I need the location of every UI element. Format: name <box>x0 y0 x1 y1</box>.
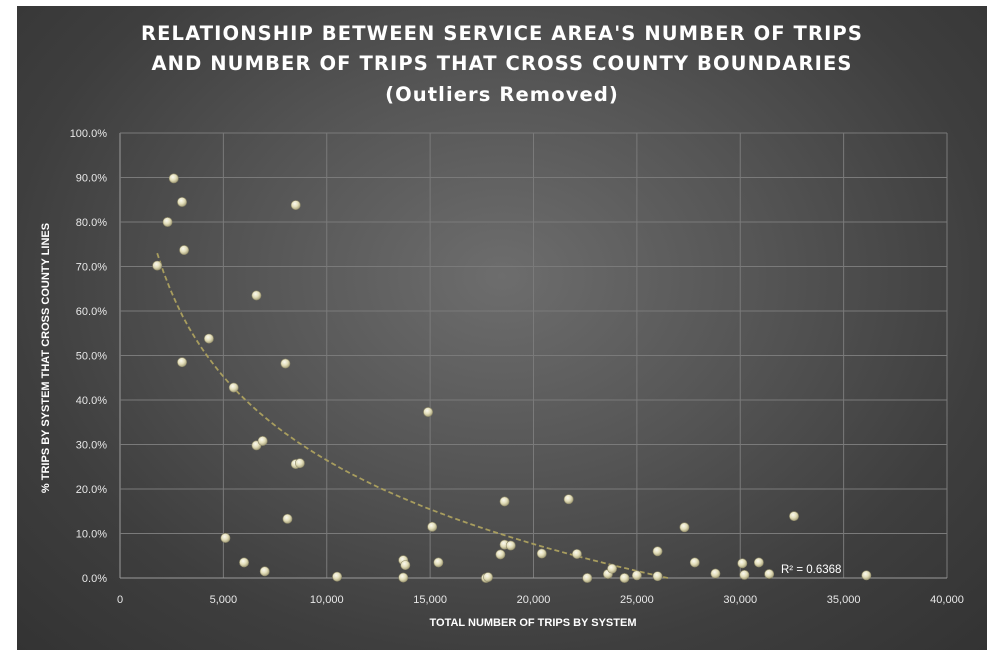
scatter-chart: RELATIONSHIP BETWEEN SERVICE AREA'S NUMB… <box>40 22 964 629</box>
data-point <box>679 522 690 533</box>
data-point <box>861 570 872 581</box>
data-point <box>495 549 506 560</box>
y-tick-label: 50.0% <box>76 351 107 363</box>
x-tick-label: 15,000 <box>413 594 447 606</box>
x-tick-label: 0 <box>117 594 123 606</box>
y-tick-label: 20.0% <box>76 484 107 496</box>
data-point <box>332 571 342 582</box>
y-tick-label: 70.0% <box>76 262 107 274</box>
data-point <box>177 357 187 368</box>
data-point <box>220 533 231 543</box>
y-axis-title: % TRIPS BY SYSTEM THAT CROSS COUNTY LINE… <box>40 223 52 493</box>
chart-subtitle: (Outliers Removed) <box>385 83 619 106</box>
y-tick-label: 0.0% <box>82 573 107 585</box>
data-point <box>483 572 493 583</box>
data-point <box>563 494 574 505</box>
data-point <box>619 573 630 583</box>
data-point <box>259 566 270 577</box>
x-tick-label: 20,000 <box>517 594 551 606</box>
data-point <box>162 217 173 227</box>
data-point <box>753 557 764 568</box>
data-point <box>228 382 239 393</box>
y-axis-ticks: 0.0% 10.0% 20.0% 30.0% 40.0% 50.0% 60.0% 70.0% 8… <box>70 128 108 585</box>
data-point <box>282 513 293 524</box>
x-tick-label: 30,000 <box>723 594 757 606</box>
data-point <box>239 557 249 568</box>
x-tick-label: 25,000 <box>620 594 654 606</box>
data-point <box>280 358 291 369</box>
data-point <box>689 557 700 568</box>
data-point <box>423 407 433 417</box>
y-tick-label: 30.0% <box>76 440 107 452</box>
data-point <box>294 458 305 469</box>
data-point <box>400 560 411 570</box>
data-points-layer <box>152 173 872 583</box>
chart-frame: RELATIONSHIP BETWEEN SERVICE AREA'S NUMB… <box>17 6 987 650</box>
y-tick-label: 90.0% <box>76 173 107 185</box>
data-point <box>739 569 750 580</box>
data-point <box>177 197 187 207</box>
data-point <box>168 173 179 184</box>
y-tick-label: 100.0% <box>70 128 108 140</box>
x-tick-label: 5,000 <box>210 594 238 606</box>
data-point <box>257 436 268 446</box>
data-point <box>152 260 163 271</box>
data-point <box>204 333 214 344</box>
r-squared-label: R² = 0.6368 <box>781 564 841 576</box>
trendline-layer <box>156 252 669 579</box>
x-tick-label: 35,000 <box>827 594 861 606</box>
y-tick-label: 60.0% <box>76 306 107 318</box>
chart-title-line-1: RELATIONSHIP BETWEEN SERVICE AREA'S NUMB… <box>141 22 863 45</box>
x-tick-label: 40,000 <box>930 594 964 606</box>
x-tick-label: 10,000 <box>310 594 344 606</box>
data-point <box>582 573 593 583</box>
y-tick-label: 40.0% <box>76 395 107 407</box>
data-point <box>631 570 642 581</box>
data-point <box>290 200 301 210</box>
data-point <box>652 546 663 557</box>
data-point <box>789 511 799 522</box>
data-point <box>398 572 409 583</box>
y-tick-label: 80.0% <box>76 217 107 229</box>
x-axis-ticks: 0 5,000 10,000 15,000 20,000 25,000 30,000 35,0… <box>117 594 964 606</box>
data-point <box>607 563 617 574</box>
data-point <box>433 557 444 568</box>
data-point <box>499 496 510 507</box>
chart-title-line-2: AND NUMBER OF TRIPS THAT CROSS COUNTY BO… <box>151 52 852 75</box>
data-point <box>764 569 775 579</box>
data-point <box>505 540 516 551</box>
trendline <box>156 252 669 579</box>
data-point <box>737 558 748 569</box>
data-point <box>251 290 262 301</box>
data-point <box>427 521 438 532</box>
data-point <box>710 568 721 579</box>
data-point <box>652 571 663 582</box>
y-tick-label: 10.0% <box>76 529 107 541</box>
grid-layer <box>119 132 948 579</box>
data-point <box>572 549 582 559</box>
x-axis-title: TOTAL NUMBER OF TRIPS BY SYSTEM <box>430 617 637 629</box>
data-point <box>179 245 189 255</box>
data-point <box>536 548 547 559</box>
